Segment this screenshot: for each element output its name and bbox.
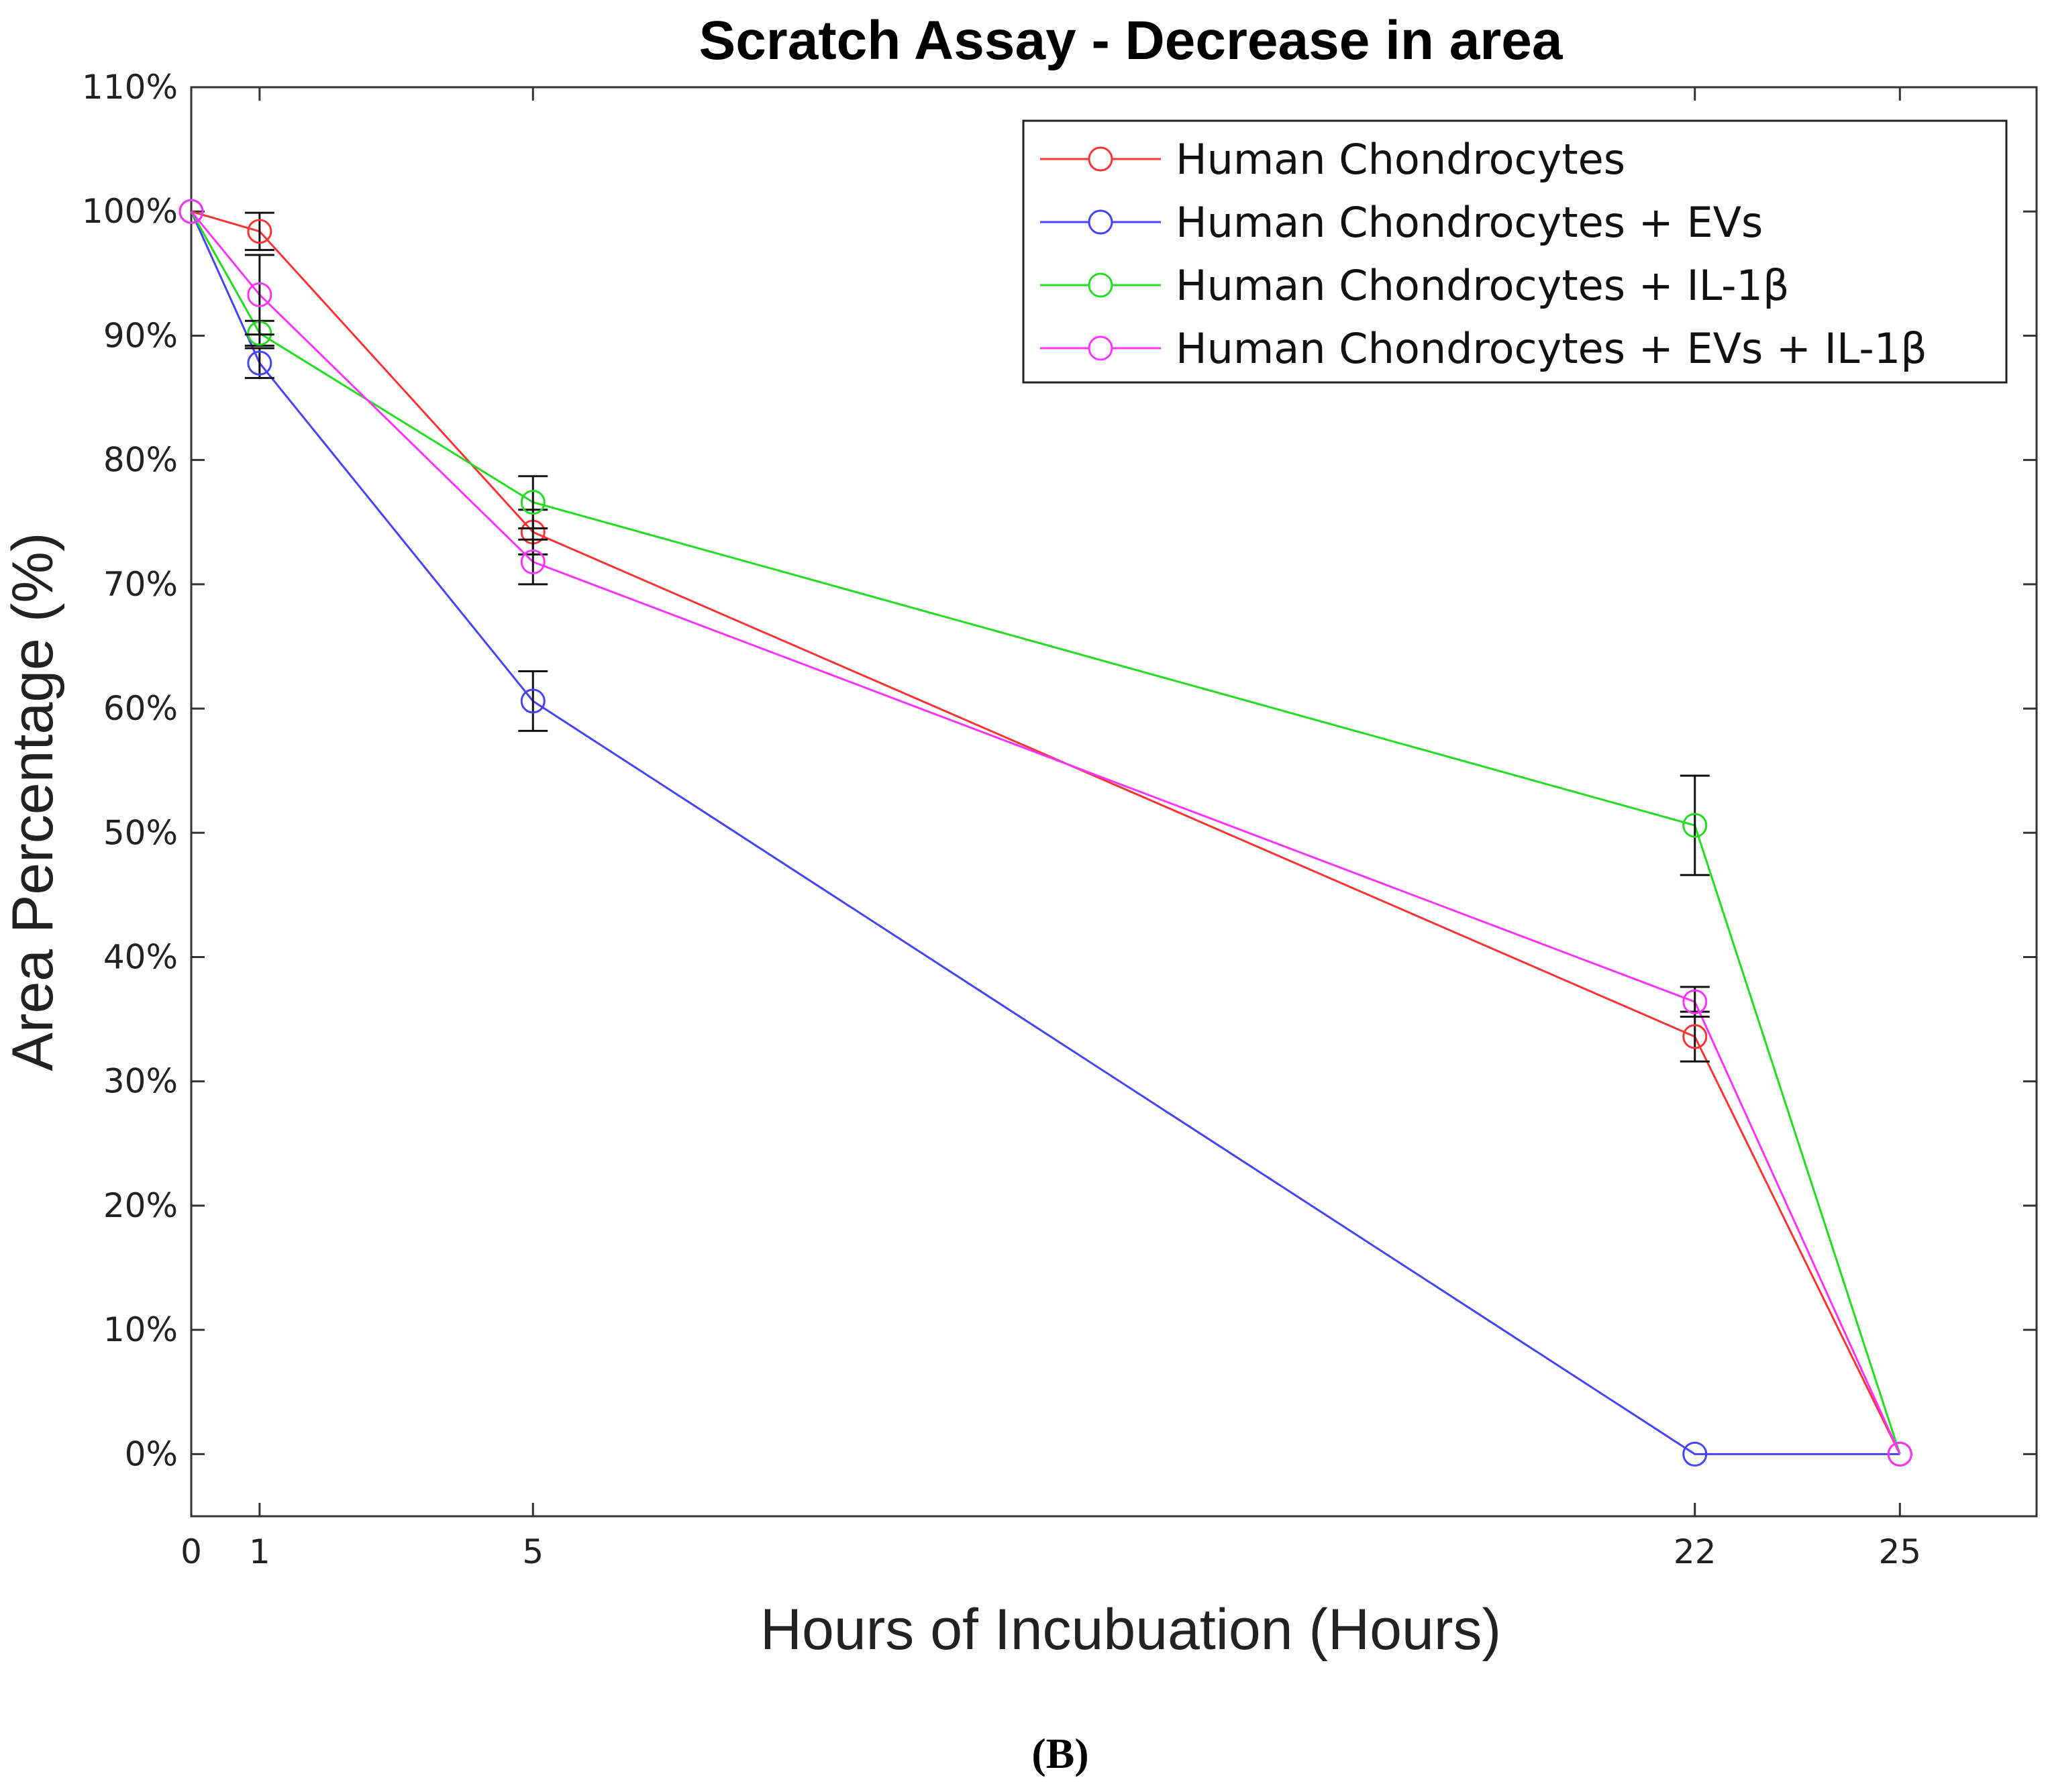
legend-marker <box>1088 272 1113 298</box>
y-tick-label: 30% <box>103 1062 178 1101</box>
series-4 <box>178 199 1912 1467</box>
data-point <box>247 219 272 244</box>
data-point <box>247 350 272 376</box>
legend-label: Human Chondrocytes + EVs + IL-1β <box>1176 324 1927 373</box>
data-point <box>1887 1441 1912 1467</box>
legend-box <box>1022 119 2008 384</box>
legend-marker <box>1088 146 1113 172</box>
data-point <box>247 282 272 307</box>
legend-label: Human Chondrocytes + IL-1β <box>1176 261 1790 310</box>
y-tick-label: 100% <box>82 192 178 231</box>
x-tick-label: 0 <box>181 1532 202 1571</box>
figure-caption: (B) <box>1031 1730 1088 1777</box>
legend-marker <box>1088 209 1113 235</box>
x-tick-label: 25 <box>1878 1532 1921 1571</box>
series-layer <box>178 199 1912 1467</box>
y-axis: 0% 10% 20% 30% 40% 50% 60% 70% 80% 90% 100% 110% <box>82 68 2037 1473</box>
data-point <box>178 199 204 224</box>
x-tick-label: 1 <box>249 1532 270 1571</box>
legend-entry: Human Chondrocytes + EVs + IL-1β <box>1040 324 1927 373</box>
y-tick-label: 0% <box>125 1434 178 1473</box>
legend-entry: Human Chondrocytes <box>1040 135 1625 184</box>
legend-entry: Human Chondrocytes + EVs <box>1040 198 1763 247</box>
data-point <box>520 490 546 515</box>
x-axis: 0 1 5 22 25 <box>181 87 1921 1571</box>
legend-marker <box>1088 335 1113 361</box>
legend-label: Human Chondrocytes <box>1176 135 1625 184</box>
y-tick-label: 80% <box>103 441 178 480</box>
y-tick-label: 50% <box>103 813 178 852</box>
legend-entry: Human Chondrocytes + IL-1β <box>1040 261 1790 310</box>
x-tick-label: 22 <box>1674 1532 1716 1571</box>
y-tick-label: 60% <box>103 689 178 728</box>
y-tick-label: 70% <box>103 565 178 604</box>
legend-label: Human Chondrocytes + EVs <box>1176 198 1763 247</box>
data-point <box>1682 1024 1708 1049</box>
x-axis-label: Hours of Incubuation (Hours) <box>760 1597 1501 1662</box>
y-tick-label: 110% <box>82 68 178 107</box>
y-axis-label: Area Percentage (%) <box>1 532 65 1071</box>
y-tick-label: 20% <box>103 1186 178 1225</box>
data-point <box>520 549 546 575</box>
x-tick-label: 5 <box>522 1532 544 1571</box>
chart-title: Scratch Assay - Decrease in area <box>699 10 1564 71</box>
data-point <box>1682 1441 1708 1467</box>
legend: Human Chondrocytes Human Chondrocytes + E… <box>1022 119 2008 384</box>
data-point <box>1682 812 1708 838</box>
y-tick-label: 10% <box>103 1310 178 1349</box>
data-point <box>1682 989 1708 1014</box>
y-tick-label: 90% <box>103 316 178 355</box>
data-point <box>520 688 546 714</box>
y-tick-label: 40% <box>103 938 178 977</box>
